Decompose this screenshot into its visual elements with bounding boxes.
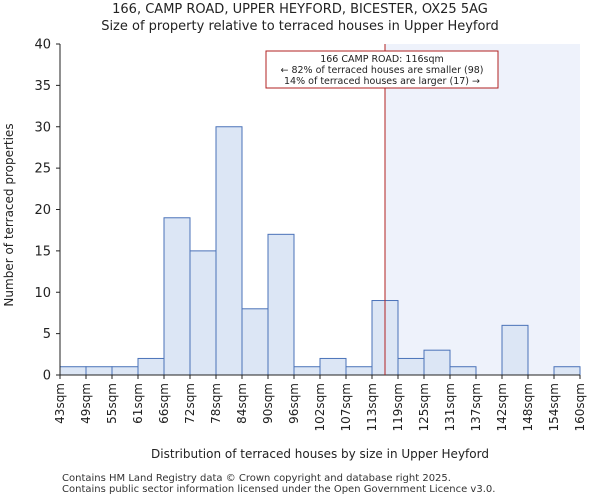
x-tick-label: 137sqm xyxy=(469,383,483,431)
y-tick-label: 30 xyxy=(34,120,51,135)
histogram-bar xyxy=(423,349,451,376)
histogram-bar xyxy=(241,308,269,376)
x-tick-label: 142sqm xyxy=(495,383,509,431)
histogram-bar xyxy=(85,366,113,376)
x-tick-label: 84sqm xyxy=(235,383,249,424)
x-tick-label: 131sqm xyxy=(443,383,457,431)
histogram-bar xyxy=(215,126,243,376)
histogram-bar xyxy=(553,366,581,376)
x-tick-label: 55sqm xyxy=(105,383,119,424)
x-tick-label: 43sqm xyxy=(53,383,67,424)
x-tick-label: 119sqm xyxy=(391,383,405,431)
x-tick-label: 107sqm xyxy=(339,383,353,431)
y-tick-label: 25 xyxy=(34,162,51,177)
y-axis-label: Number of terraced properties xyxy=(2,123,16,306)
footer-licence: Contains public sector information licen… xyxy=(62,484,496,495)
x-tick-label: 148sqm xyxy=(521,383,535,431)
x-tick-label: 61sqm xyxy=(131,383,145,424)
x-tick-label: 78sqm xyxy=(209,383,223,424)
annotation-line-1: 166 CAMP ROAD: 116sqm xyxy=(320,54,444,65)
histogram-bar xyxy=(345,366,373,376)
histogram-bar xyxy=(501,324,529,376)
chart-title: 166, CAMP ROAD, UPPER HEYFORD, BICESTER,… xyxy=(112,2,488,17)
histogram-bar xyxy=(449,366,477,376)
annotation-line-2: ← 82% of terraced houses are smaller (98… xyxy=(280,65,483,76)
x-tick-label: 72sqm xyxy=(183,383,197,424)
y-tick-label: 15 xyxy=(34,244,51,259)
y-tick-label: 20 xyxy=(34,203,51,218)
histogram-bar xyxy=(137,357,165,376)
y-tick-label: 40 xyxy=(34,38,51,53)
x-tick-label: 66sqm xyxy=(157,383,171,424)
x-tick-label: 160sqm xyxy=(573,383,587,431)
annotation-border xyxy=(265,50,499,89)
y-tick-label: 35 xyxy=(34,79,51,94)
x-tick-label: 102sqm xyxy=(313,383,327,431)
histogram-bar xyxy=(397,357,425,376)
histogram-bar xyxy=(163,217,191,376)
y-tick-label: 0 xyxy=(43,369,51,384)
x-tick-label: 90sqm xyxy=(261,383,275,424)
histogram-chart: 0 5 10 15 20 25 30 35 40 43sqm 49sqm 55sqm 61sqm 66sq… xyxy=(2,38,587,462)
histogram-bar xyxy=(293,366,321,376)
histogram-bar xyxy=(267,233,295,376)
annotation-box: 166 CAMP ROAD: 116sqm ← 82% of terraced … xyxy=(265,50,499,89)
x-tick-label: 96sqm xyxy=(287,383,301,424)
x-tick-label: 49sqm xyxy=(79,383,93,424)
chart-subtitle: Size of property relative to terraced ho… xyxy=(101,19,499,34)
y-tick-label: 10 xyxy=(34,286,51,301)
x-tick-label: 113sqm xyxy=(365,383,379,431)
x-tick-label: 154sqm xyxy=(547,383,561,431)
y-tick-label: 5 xyxy=(43,327,51,342)
annotation-line-3: 14% of terraced houses are larger (17) → xyxy=(284,76,480,87)
x-tick-label: 125sqm xyxy=(417,383,431,431)
histogram-bar xyxy=(189,250,217,376)
footer-copyright: Contains HM Land Registry data © Crown c… xyxy=(62,473,451,484)
x-axis-label: Distribution of terraced houses by size … xyxy=(151,447,489,461)
histogram-bar xyxy=(319,357,347,376)
larger-region-shade xyxy=(385,44,580,375)
histogram-bar xyxy=(59,366,87,376)
histogram-bar xyxy=(111,366,139,376)
